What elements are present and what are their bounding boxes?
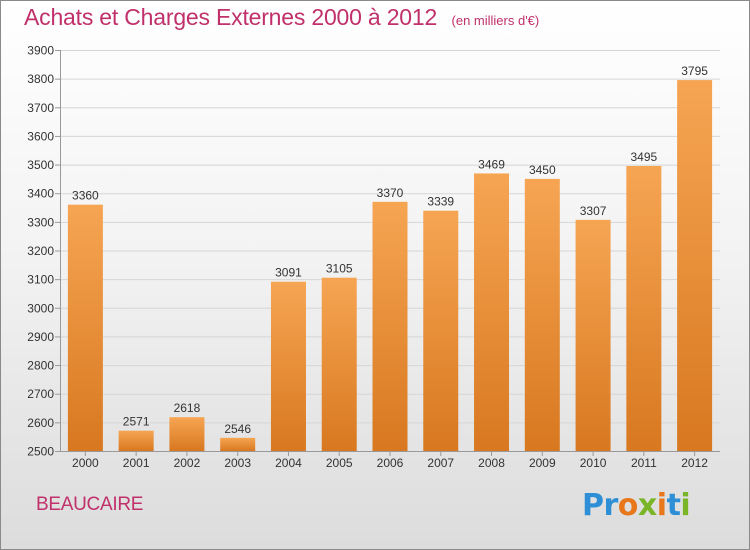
y-tick-label: 3800 xyxy=(27,72,54,86)
chart-unit: (en milliers d'€) xyxy=(451,13,540,28)
x-tick-label: 2006 xyxy=(377,456,404,470)
logo-letter: i xyxy=(680,488,691,523)
bar-value-label: 3469 xyxy=(478,157,505,171)
x-tick-label: 2000 xyxy=(72,456,99,470)
logo-letter: o xyxy=(617,488,639,523)
y-tick-label: 3000 xyxy=(27,301,54,315)
x-tick-label: 2011 xyxy=(631,456,657,470)
y-tick-label: 3100 xyxy=(27,273,54,287)
bar-value-label: 3307 xyxy=(580,204,607,218)
x-axis-ticks: 2000 2001 2002 2003 2004 2005 2006 2007 2008 2009… xyxy=(72,451,708,470)
x-tick-label: 2010 xyxy=(580,456,607,470)
bar-value-label: 3105 xyxy=(326,262,353,276)
logo-letter: t xyxy=(666,488,681,523)
y-tick-label: 2600 xyxy=(27,416,54,430)
y-tick-label: 3300 xyxy=(27,215,54,229)
x-tick-label: 2007 xyxy=(427,456,454,470)
bar-value-label: 3450 xyxy=(529,163,556,177)
y-tick-label: 3500 xyxy=(27,158,54,172)
bar xyxy=(423,210,459,451)
bar xyxy=(67,204,103,451)
bar xyxy=(524,178,560,451)
y-tick-label: 3200 xyxy=(27,244,54,258)
x-tick-label: 2012 xyxy=(681,456,708,470)
bar xyxy=(270,281,306,451)
x-tick-label: 2002 xyxy=(174,456,201,470)
bar-value-label: 3795 xyxy=(681,64,708,78)
proxiti-logo: Proxiti xyxy=(582,488,691,523)
data-labels: 3360 2571 2618 2546 3091 3105 3370 3339 3469 3450… xyxy=(72,64,708,436)
y-tick-label: 2500 xyxy=(27,445,54,459)
x-tick-label: 2004 xyxy=(275,456,302,470)
y-tick-label: 3700 xyxy=(27,101,54,115)
logo-letter: x xyxy=(637,488,657,523)
x-tick-label: 2003 xyxy=(224,456,251,470)
title-block: Achats et Charges Externes 2000 à 2012 (… xyxy=(24,4,539,31)
commune-name: BEAUCAIRE xyxy=(36,494,144,515)
logo-letter: i xyxy=(656,488,667,523)
bar-value-label: 3091 xyxy=(275,266,302,280)
x-tick-label: 2005 xyxy=(326,456,353,470)
bar xyxy=(626,166,662,451)
bar-value-label: 3339 xyxy=(427,195,454,209)
bar xyxy=(575,219,611,451)
x-tick-label: 2008 xyxy=(478,456,505,470)
bar-value-label: 2546 xyxy=(224,422,251,436)
bar-value-label: 2618 xyxy=(174,401,201,415)
y-tick-label: 2900 xyxy=(27,330,54,344)
bar-value-label: 3360 xyxy=(72,189,99,203)
y-tick-label: 3900 xyxy=(27,44,54,58)
bar-value-label: 3370 xyxy=(377,186,404,200)
logo-letter: P xyxy=(582,488,604,523)
y-axis-ticks: 2500 2600 2700 2800 2900 3000 3100 3200 3300 3400… xyxy=(27,44,60,459)
bar xyxy=(169,417,205,451)
bar xyxy=(372,201,408,451)
bar xyxy=(321,277,357,451)
chart-title: Achats et Charges Externes 2000 à 2012 xyxy=(24,4,438,30)
x-tick-label: 2001 xyxy=(123,456,150,470)
logo-letter: r xyxy=(603,488,619,523)
bar-value-label: 2571 xyxy=(123,415,150,429)
y-tick-label: 3600 xyxy=(27,129,54,143)
y-tick-label: 2800 xyxy=(27,359,54,373)
x-tick-label: 2009 xyxy=(529,456,556,470)
bar-value-label: 3495 xyxy=(630,150,657,164)
bar xyxy=(474,173,510,451)
bars xyxy=(67,80,713,451)
bar xyxy=(118,430,154,451)
bar xyxy=(677,80,713,451)
y-tick-label: 3400 xyxy=(27,187,54,201)
bar xyxy=(220,437,256,451)
y-tick-label: 2700 xyxy=(27,387,54,401)
